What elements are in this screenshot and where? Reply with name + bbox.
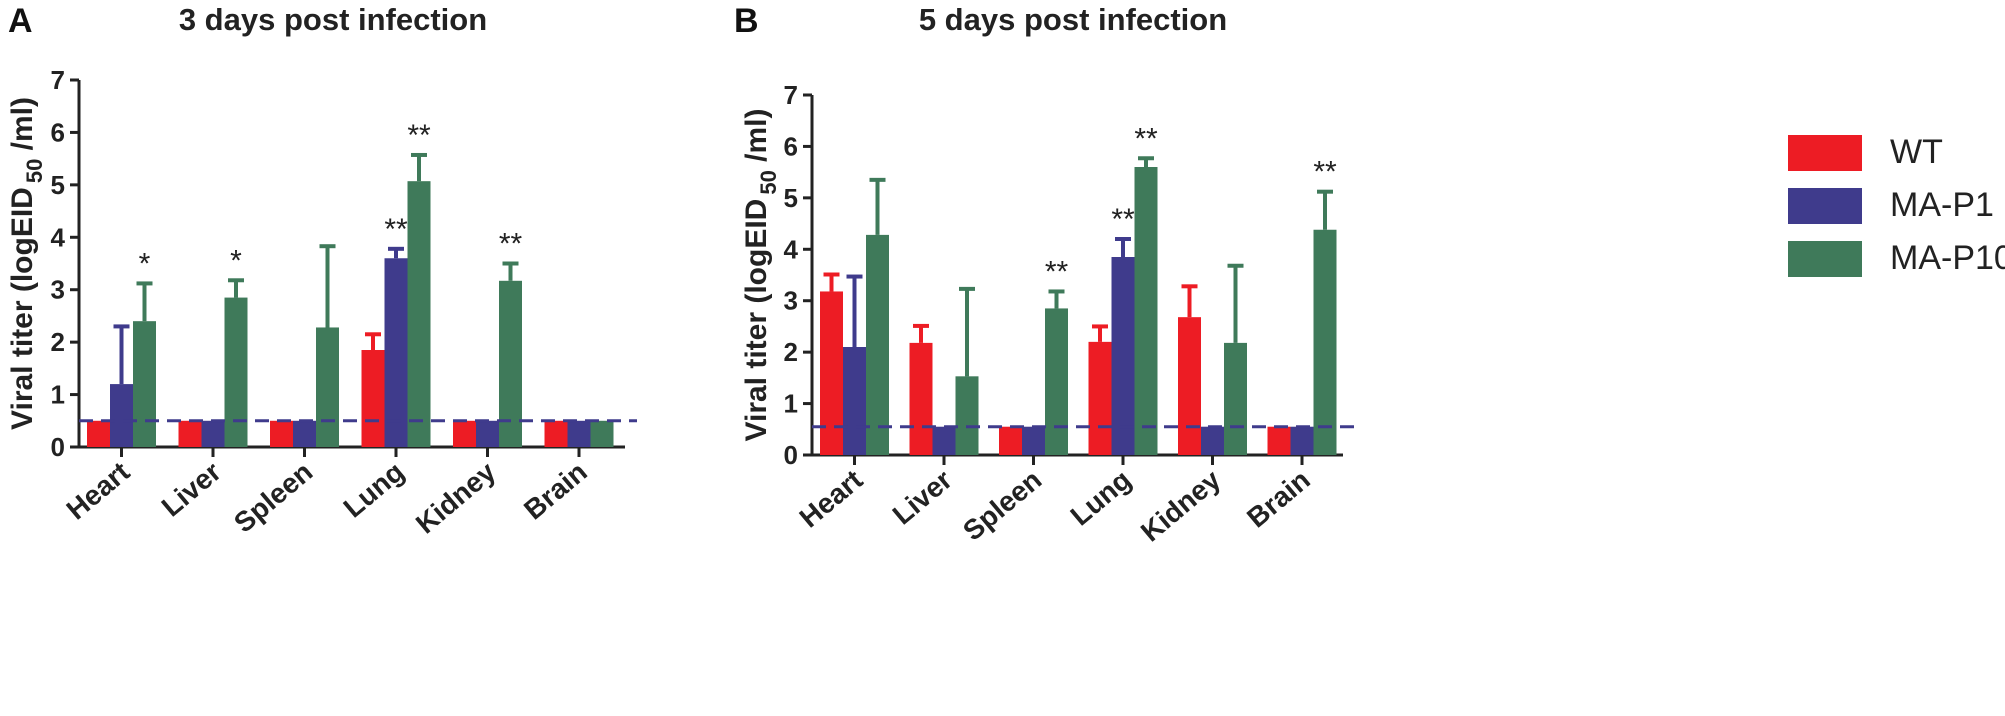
panel-a-title: 3 days post infection [179, 2, 487, 37]
panel-a-bar-brain-ma-p1 [567, 420, 591, 447]
panel-b-bar-kidney-wt [1178, 317, 1201, 455]
panel-a-bar-brain-ma-p10 [590, 420, 614, 447]
panel-a-bar-brain-wt [544, 420, 568, 447]
panel-a-bar-heart-ma-p10 [133, 321, 156, 447]
legend-item-wt: WT [1788, 133, 1943, 172]
panel-a-significance-liver-ma-p10: * [230, 244, 242, 277]
panel-b-bar-brain-ma-p1 [1290, 426, 1314, 455]
panel-b-x-tick-label-lung: Lung [1065, 464, 1137, 532]
panel-a-y-tick-label-1: 1 [51, 380, 65, 410]
panel-b-title: 5 days post infection [919, 2, 1227, 37]
panel-a: A 3 days post infection Viral titer (logEI… [6, 2, 637, 540]
panel-b-x-tick-label-kidney: Kidney [1135, 464, 1227, 548]
panel-b-y-tick-label-4: 4 [784, 234, 799, 264]
panel-a-y-tick-label-4: 4 [51, 222, 66, 252]
panel-b-bar-brain-wt [1267, 426, 1291, 455]
panel-b-y-axis-label-main: Viral titer (logEID [740, 199, 773, 442]
panel-b-label: B [734, 2, 759, 40]
panel-b-y-axis-label-tail: /ml) [740, 109, 773, 171]
panel-a-y-tick-label-6: 6 [51, 117, 65, 147]
panel-b-x-tick-label-spleen: Spleen [957, 464, 1047, 547]
panel-b-y-tick-label-0: 0 [784, 440, 798, 470]
panel-b-bar-lung-ma-p1 [1111, 257, 1135, 455]
legend-swatch-wt [1788, 134, 1862, 171]
panel-a-significance-heart-ma-p10: * [139, 247, 151, 280]
panel-a-y-tick-label-0: 0 [51, 432, 65, 462]
panel-b-y-tick-label-6: 6 [784, 131, 798, 161]
panel-b-y-tick-label-5: 5 [784, 183, 798, 213]
panel-a-y-tick-label-5: 5 [51, 170, 65, 200]
panel-a-significance-lung-ma-p1: ** [384, 213, 408, 246]
panel-a-y-tick-label-3: 3 [51, 275, 65, 305]
legend-label-wt: WT [1890, 133, 1943, 171]
panel-b-y-axis-label-sub: 50 [756, 170, 781, 194]
panel-a-bar-kidney-ma-p10 [499, 280, 522, 447]
panel-a-bar-kidney-ma-p1 [476, 420, 499, 447]
panel-b-bar-heart-ma-p1 [843, 347, 866, 455]
panel-b: B 5 days post infection Viral titer (logEI… [734, 2, 1355, 548]
panel-b-y-tick-label-1: 1 [784, 389, 798, 419]
panel-a-bar-heart-wt [87, 420, 110, 447]
panel-a-bar-liver-wt [178, 420, 202, 447]
legend-swatch-ma-p1 [1788, 187, 1862, 224]
panel-a-bar-heart-ma-p1 [110, 384, 133, 447]
panel-b-bar-liver-wt [909, 342, 933, 455]
panel-b-bar-kidney-ma-p1 [1201, 426, 1224, 455]
panel-b-bar-brain-ma-p10 [1313, 229, 1337, 455]
panel-b-bar-heart-ma-p10 [866, 234, 889, 455]
panel-b-y-axis-label: Viral titer (logEID 50 /ml) [740, 109, 781, 442]
panel-b-x-tick-label-heart: Heart [794, 464, 869, 534]
panel-a-y-tick-label-7: 7 [51, 65, 65, 95]
panel-a-x-tick-label-lung: Lung [338, 456, 410, 524]
panel-b-bar-liver-ma-p1 [932, 426, 956, 455]
panel-b-y-tick-label-2: 2 [784, 337, 798, 367]
panel-a-y-axis-label-tail: /ml) [6, 97, 39, 159]
panel-b-bar-spleen-ma-p1 [1022, 426, 1045, 455]
panel-b-bar-spleen-wt [999, 426, 1022, 455]
panel-b-bar-kidney-ma-p10 [1224, 342, 1247, 455]
panel-b-significance-spleen-ma-p10: ** [1045, 255, 1069, 288]
legend-item-ma-p1: MA-P1 [1788, 186, 1994, 225]
panel-a-x-tick-label-kidney: Kidney [410, 456, 502, 540]
panel-b-y-tick-label-7: 7 [784, 80, 798, 110]
panel-b-bar-lung-ma-p10 [1134, 167, 1158, 455]
legend-swatch-ma-p10 [1788, 240, 1862, 277]
panel-a-y-axis-label-main: Viral titer (logEID [6, 187, 39, 430]
panel-a-x-tick-label-spleen: Spleen [228, 456, 318, 539]
panel-a-x-tick-label-heart: Heart [61, 456, 136, 526]
legend: WT MA-P1 MA-P10 [1788, 133, 2005, 283]
legend-item-ma-p10: MA-P10 [1788, 239, 2005, 278]
panel-b-y-tick-label-3: 3 [784, 286, 798, 316]
panel-b-bar-heart-wt [820, 291, 843, 455]
panel-a-bar-lung-ma-p1 [384, 258, 408, 447]
panel-a-bar-liver-ma-p10 [224, 297, 248, 447]
legend-label-ma-p10: MA-P10 [1890, 239, 2005, 277]
panel-b-significance-brain-ma-p10: ** [1313, 156, 1337, 189]
panel-a-bar-liver-ma-p1 [201, 420, 225, 447]
panel-a-y-axis-label: Viral titer (logEID 50 /ml) [6, 97, 47, 430]
panel-b-bar-spleen-ma-p10 [1045, 308, 1068, 455]
panel-a-bar-lung-wt [361, 350, 385, 447]
panel-a-significance-kidney-ma-p10: ** [499, 228, 523, 261]
panel-b-x-tick-label-brain: Brain [1241, 464, 1316, 534]
panel-a-bar-spleen-ma-p1 [293, 420, 316, 447]
panel-b-significance-lung-ma-p1: ** [1111, 203, 1135, 236]
panel-a-bar-lung-ma-p10 [407, 181, 431, 448]
panel-b-x-tick-label-liver: Liver [887, 464, 958, 531]
panel-a-bar-spleen-ma-p10 [316, 327, 339, 447]
panel-b-bar-liver-ma-p10 [955, 376, 979, 455]
panel-b-bar-lung-wt [1088, 341, 1112, 455]
panel-a-x-tick-label-liver: Liver [156, 456, 227, 523]
panel-a-bar-spleen-wt [270, 420, 293, 447]
legend-label-ma-p1: MA-P1 [1890, 186, 1994, 224]
panel-a-y-axis-label-sub: 50 [22, 159, 47, 183]
panel-a-y-tick-label-2: 2 [51, 327, 65, 357]
panel-a-x-tick-label-brain: Brain [518, 456, 593, 526]
panel-b-significance-lung-ma-p10: ** [1134, 122, 1158, 155]
panel-a-bar-kidney-wt [453, 420, 476, 447]
panel-a-significance-lung-ma-p10: ** [407, 119, 431, 152]
panel-a-label: A [8, 2, 33, 40]
